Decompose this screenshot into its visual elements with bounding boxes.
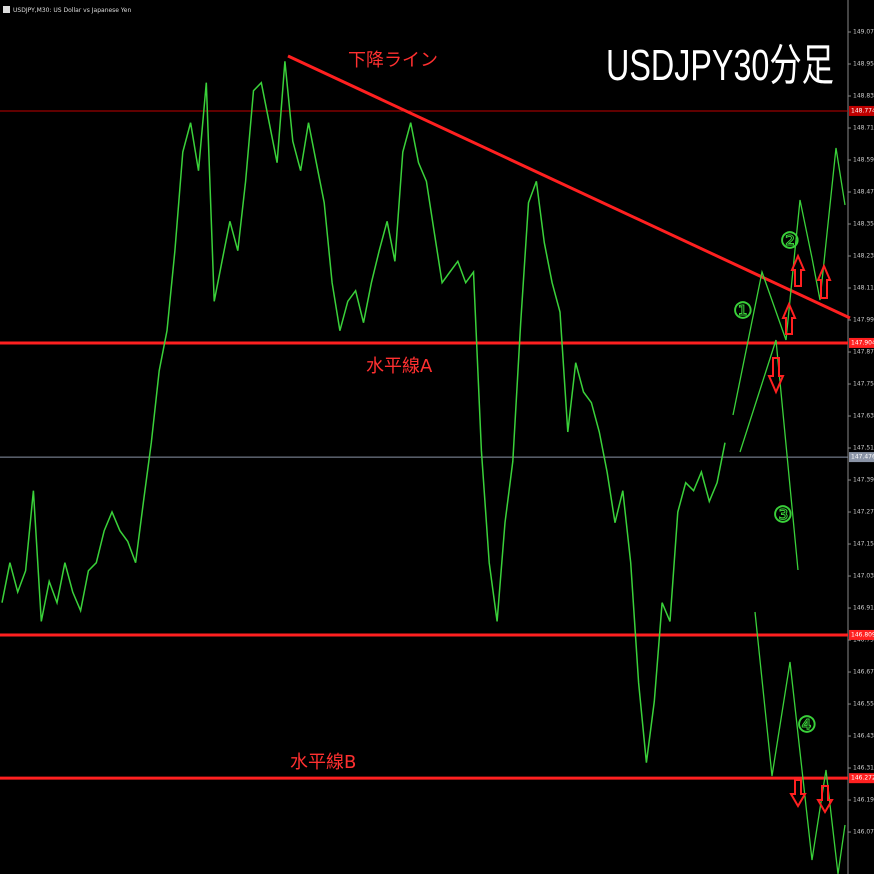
annotation: ② — [780, 229, 800, 254]
chart-title: USDJPY30分足 — [606, 41, 834, 90]
y-tick-label: 147.510 — [853, 445, 874, 452]
price-label-box — [849, 629, 874, 640]
y-tick-label: 147.990 — [853, 317, 874, 324]
price-label: 146.809 — [851, 631, 874, 638]
icon — [3, 6, 10, 13]
y-tick-label: 146.310 — [853, 765, 874, 772]
y-tick-label: 146.430 — [853, 733, 874, 740]
y-tick-label: 147.150 — [853, 541, 874, 548]
trend-line — [287, 54, 851, 320]
annotation: 下降ライン — [348, 50, 438, 71]
y-tick-label: 146.550 — [853, 701, 874, 708]
price-label: 148.774 — [851, 107, 874, 114]
arrow-up — [781, 301, 797, 335]
y-tick-label: 148.710 — [853, 125, 874, 132]
y-tick-label: 146.910 — [853, 605, 874, 612]
y-tick-label: 149.070 — [853, 29, 874, 36]
y-tick-label: 147.750 — [853, 381, 874, 388]
annotation: 水平線B — [290, 752, 356, 773]
y-tick-label: 147.390 — [853, 477, 874, 484]
price-label-box — [849, 773, 874, 784]
y-tick-label: 148.350 — [853, 221, 874, 228]
arrow-down — [789, 779, 807, 808]
y-tick-label: 146.070 — [853, 829, 874, 836]
annotation: ④ — [797, 713, 817, 738]
y-tick-label: 146.190 — [853, 797, 874, 804]
scenario-lines — [732, 147, 846, 874]
price-label-box — [849, 105, 874, 116]
price-line — [1, 61, 726, 763]
annotation: ③ — [773, 503, 793, 528]
y-tick-label: 146.790 — [853, 637, 874, 644]
y-tick-label: 146.670 — [853, 669, 874, 676]
y-tick-label: 148.950 — [853, 61, 874, 68]
y-tick-label: 147.630 — [853, 413, 874, 420]
price-label: 147.476 — [851, 454, 874, 461]
scenario — [785, 147, 846, 341]
y-tick-label: 148.230 — [853, 253, 874, 260]
price-label: 147.904 — [851, 339, 874, 346]
y-tick-label: 147.870 — [853, 349, 874, 356]
arrow-up — [816, 263, 832, 299]
arrows — [767, 253, 834, 814]
arrow-down — [767, 357, 785, 395]
annotation: 水平線A — [366, 356, 433, 377]
plot — [0, 61, 848, 780]
scenario — [739, 339, 799, 571]
y-tick-label: 148.590 — [853, 157, 874, 164]
price-label-box — [849, 337, 874, 348]
header: USDJPY,M30: US Dollar vs Japanese Yen — [13, 7, 131, 14]
arrow-up — [790, 253, 806, 287]
scenario — [732, 269, 787, 416]
y-tick-label: 148.470 — [853, 189, 874, 196]
annotation: ① — [733, 299, 753, 324]
arrow-down — [816, 785, 834, 814]
y-tick-label: 147.030 — [853, 573, 874, 580]
price-label-box — [849, 452, 874, 463]
price-label: 146.272 — [851, 775, 874, 782]
scenario — [754, 611, 846, 874]
y-tick-label: 148.110 — [853, 285, 874, 292]
y-tick-label: 147.270 — [853, 509, 874, 516]
y-tick-label: 148.830 — [853, 93, 874, 100]
